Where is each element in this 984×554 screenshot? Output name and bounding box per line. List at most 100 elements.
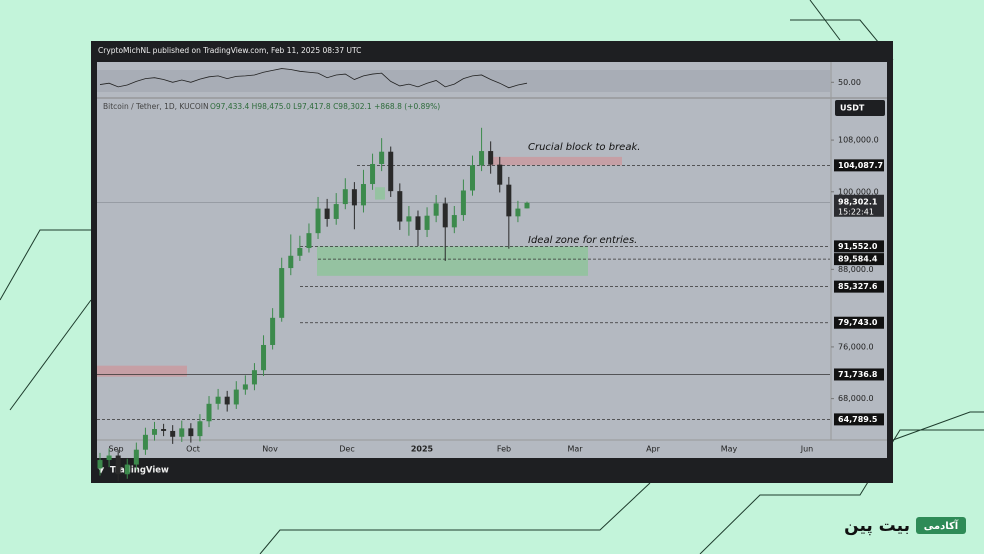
x-tick-label: Mar [567,445,583,454]
tv-icon: ▼ [98,466,105,475]
candle-body [397,191,403,222]
candle-body [297,248,303,256]
decor [892,411,984,441]
decor [259,482,651,554]
x-tick-label: Nov [262,445,278,454]
annotation: Ideal zone for entries. [528,235,637,246]
logo-badge-bg [916,517,966,534]
candle-body [415,216,421,230]
last-price-bg [834,194,884,217]
x-tick-label: Dec [339,445,354,454]
x-tick-label: 2025 [411,445,434,454]
logo-text: بیت پین [844,516,910,536]
candle-body [170,430,176,437]
candle-body [279,268,285,318]
candle-body [124,464,130,475]
level-label-bg [834,413,884,426]
level-label: 89,584.4 [838,255,878,264]
candle-body [306,233,312,249]
zone [375,187,385,200]
candle-body [433,203,439,216]
plot: 108,000.0 100,000.0 88,000.0 76,000.0 68,000… [97,68,884,482]
candle-body [179,428,185,437]
decor [9,299,92,411]
candle-body [161,429,167,431]
candle-body [370,163,376,185]
candle-body [288,255,294,269]
candle-body [333,204,339,219]
candle-body [379,151,385,164]
candle-body [442,203,448,228]
x-tick-label: Jun [800,445,814,454]
zone [97,365,187,377]
candle-body [197,421,203,437]
candle-body [142,434,148,450]
level-label: 91,552.0 [838,242,878,251]
ohlc-legend: O97,433.4 H98,475.0 L97,417.8 C98,302.1 … [210,102,440,111]
candle-body [97,460,103,469]
candle-body [251,370,257,385]
level-label: 71,736.8 [838,370,878,379]
currency-box [835,100,885,116]
candle-body [133,449,139,465]
candle-body [115,455,121,475]
x-tick-label: Feb [497,445,511,454]
candle-body [388,151,394,192]
header: CryptoMichNL published on TradingView.co… [98,46,361,55]
candle-body [424,215,430,230]
indicator-line [99,68,528,89]
candle-body [152,429,158,435]
y-tick-label: 100,000.0 [838,187,879,196]
candle-body [188,428,194,437]
candle-body [524,202,530,209]
candle-body [451,215,457,228]
last-price-label: 98,302.1 [838,197,878,206]
symbol: Bitcoin / Tether, 1D, KUCOIN [103,102,209,111]
zone [490,156,622,166]
candle-body [106,455,112,461]
y-tick-label: 108,000.0 [838,136,879,145]
decor [699,429,984,554]
countdown: 15:22:41 [838,207,874,216]
y-tick-label: 88,000.0 [838,265,874,274]
footer: TradingView [110,466,169,476]
candle-body [406,216,412,222]
decor [809,0,841,41]
level-label: 64,789.5 [838,415,878,424]
x-tick-label: Sep [108,445,123,454]
y-tick-label: 68,000.0 [838,394,874,403]
candle-body [324,208,330,219]
level-label-bg [834,368,884,381]
logo-badge: آکادمی [924,519,959,532]
candle-body [460,190,466,216]
level-label-bg [834,280,884,293]
candle-body [469,165,475,191]
level-label-bg [834,240,884,253]
zone [317,246,588,276]
level-label: 104,087.7 [838,161,883,170]
annotation: Crucial block to break. [528,142,640,153]
level-label: 79,743.0 [838,318,878,327]
candle-body [351,189,357,206]
candle-body [224,396,230,405]
x-tick-label: May [721,445,738,454]
candle-body [497,164,503,185]
candle-body [479,151,485,166]
x-tick-label: Oct [186,445,200,454]
candle-body [360,184,366,206]
candle-body [515,208,521,217]
candle-body [315,208,321,234]
decor [0,229,100,301]
currency: USDT [840,104,865,113]
indicator-band [97,70,830,92]
level-label-bg [834,159,884,172]
candle-body [242,384,248,390]
indicator-tick-label: 50.00 [838,78,861,87]
level-label-bg [834,253,884,266]
x-tick-label: Apr [646,445,661,454]
candle-body [270,317,276,345]
level-label-bg [834,316,884,329]
